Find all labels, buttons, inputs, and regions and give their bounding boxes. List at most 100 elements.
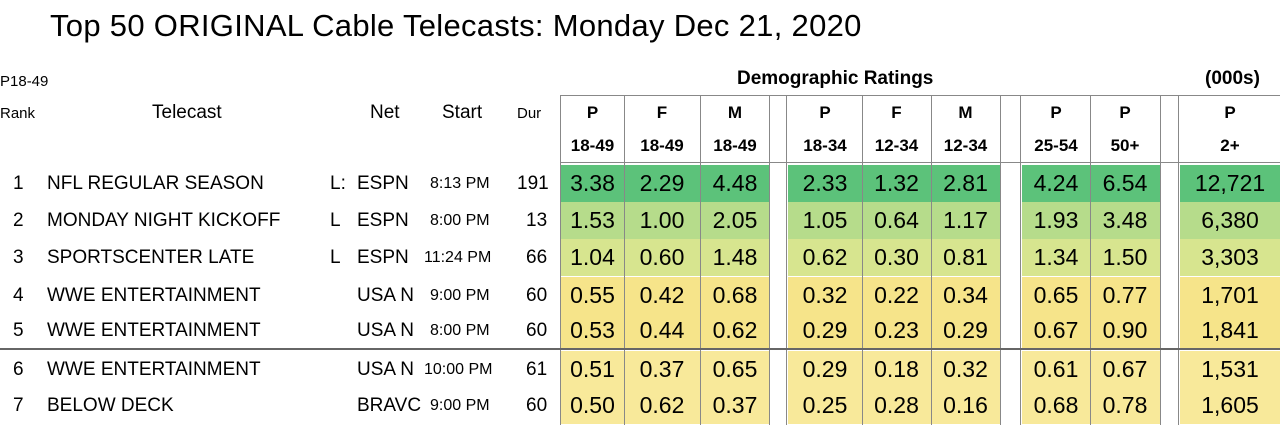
rating-cell: 0.65 bbox=[1022, 277, 1090, 314]
rating-cell: 0.37 bbox=[624, 351, 700, 388]
row-start: 9:00 PM bbox=[430, 287, 490, 304]
rating-cell: 0.64 bbox=[862, 202, 931, 239]
rating-cell: 0.44 bbox=[624, 312, 700, 349]
grid-divider bbox=[862, 95, 863, 425]
rating-cell: 1.32 bbox=[862, 165, 931, 202]
row-dur: 60 bbox=[526, 395, 548, 416]
column-header-top: P bbox=[1050, 103, 1062, 122]
column-header-bottom: 25-54 bbox=[1034, 136, 1078, 155]
rank-header: Rank bbox=[0, 105, 36, 122]
rating-cell: 0.37 bbox=[700, 387, 770, 424]
rating-cell: 3.38 bbox=[561, 165, 624, 202]
p1849-label: P18-49 bbox=[0, 73, 49, 90]
rating-cell: 0.78 bbox=[1090, 387, 1160, 424]
telecast-header: Telecast bbox=[152, 102, 222, 123]
rating-cell: 0.65 bbox=[700, 351, 770, 388]
demographic-header: Demographic Ratings bbox=[737, 68, 934, 89]
row-net: USA N bbox=[357, 359, 415, 380]
rating-cell: 0.34 bbox=[931, 277, 1000, 314]
rating-cell: 3.48 bbox=[1090, 202, 1160, 239]
row-live-flag: L bbox=[330, 210, 341, 231]
grid-divider bbox=[1090, 95, 1091, 425]
row-rank: 1 bbox=[13, 173, 24, 194]
row-net: ESPN bbox=[357, 247, 409, 268]
rating-cell: 0.29 bbox=[788, 351, 862, 388]
column-header-top: P bbox=[586, 103, 599, 122]
row-start: 11:24 PM bbox=[424, 249, 492, 266]
rating-cell: 2.33 bbox=[788, 165, 862, 202]
rating-cell: 0.16 bbox=[931, 387, 1000, 424]
rating-cell: 0.68 bbox=[700, 277, 770, 314]
rating-cell: 1.34 bbox=[1022, 239, 1090, 276]
rating-cell: 0.62 bbox=[788, 239, 862, 276]
rating-cell: 1.05 bbox=[788, 202, 862, 239]
row-rank: 5 bbox=[13, 320, 24, 341]
rating-cell: 1.50 bbox=[1090, 239, 1160, 276]
rating-cell: 0.67 bbox=[1022, 312, 1090, 349]
column-header-bottom: 2+ bbox=[1220, 136, 1240, 155]
row-net: USA N bbox=[357, 320, 415, 341]
row-rank: 6 bbox=[13, 359, 24, 380]
rating-cell: 1,605 bbox=[1180, 387, 1280, 424]
rating-cell: 0.62 bbox=[624, 387, 700, 424]
row-dur: 60 bbox=[526, 320, 548, 341]
rating-cell: 0.51 bbox=[561, 351, 624, 388]
rating-cell: 0.22 bbox=[862, 277, 931, 314]
rating-cell: 6,380 bbox=[1180, 202, 1280, 239]
row-rank: 3 bbox=[13, 247, 24, 268]
net-header: Net bbox=[370, 102, 400, 123]
column-header-bottom: 12-34 bbox=[943, 136, 988, 155]
grid-divider bbox=[1000, 95, 1001, 425]
row-dur: 66 bbox=[526, 247, 548, 268]
row-live-flag: L bbox=[330, 247, 341, 268]
rating-cell: 1.93 bbox=[1022, 202, 1090, 239]
rating-cell: 0.61 bbox=[1022, 351, 1090, 388]
column-header-top: F bbox=[891, 103, 902, 122]
rating-cell: 4.48 bbox=[700, 165, 770, 202]
row-start: 8:00 PM bbox=[430, 322, 490, 339]
column-header-bottom: 12-34 bbox=[874, 136, 919, 155]
rating-cell: 0.60 bbox=[624, 239, 700, 276]
rating-cell: 0.55 bbox=[561, 277, 624, 314]
rating-cell: 0.23 bbox=[862, 312, 931, 349]
row-dur: 13 bbox=[526, 210, 548, 231]
rating-cell: 1.53 bbox=[561, 202, 624, 239]
rating-cell: 2.05 bbox=[700, 202, 770, 239]
rating-cell: 0.29 bbox=[788, 312, 862, 349]
row-telecast: BELOW DECK bbox=[47, 395, 174, 416]
rating-cell: 0.32 bbox=[931, 351, 1000, 388]
rating-cell: 0.53 bbox=[561, 312, 624, 349]
rating-cell: 0.62 bbox=[700, 312, 770, 349]
rating-cell: 4.24 bbox=[1022, 165, 1090, 202]
column-header-top: M bbox=[958, 103, 973, 122]
grid-divider bbox=[700, 95, 701, 425]
rating-cell: 2.81 bbox=[931, 165, 1000, 202]
row-net: USA N bbox=[357, 285, 415, 306]
row-dur: 61 bbox=[526, 359, 548, 380]
rating-cell: 2.29 bbox=[624, 165, 700, 202]
rating-cell: 0.30 bbox=[862, 239, 931, 276]
row-telecast: NFL REGULAR SEASON bbox=[47, 173, 264, 194]
row-start: 9:00 PM bbox=[430, 397, 490, 414]
grid-divider bbox=[624, 95, 625, 425]
rating-cell: 0.67 bbox=[1090, 351, 1160, 388]
rating-cell: 0.90 bbox=[1090, 312, 1160, 349]
grid-divider bbox=[786, 95, 787, 425]
rating-cell: 0.29 bbox=[931, 312, 1000, 349]
rating-cell: 0.68 bbox=[1022, 387, 1090, 424]
grid-divider bbox=[931, 95, 932, 425]
row-telecast: WWE ENTERTAINMENT bbox=[47, 285, 261, 306]
rating-cell: 3,303 bbox=[1180, 239, 1280, 276]
row-dur: 191 bbox=[517, 173, 549, 194]
rating-cell: 1.48 bbox=[700, 239, 770, 276]
rating-cell: 1.17 bbox=[931, 202, 1000, 239]
row-start: 10:00 PM bbox=[424, 361, 493, 378]
rating-cell: 0.50 bbox=[561, 387, 624, 424]
rating-cell: 0.42 bbox=[624, 277, 700, 314]
column-header-top: P bbox=[819, 103, 831, 122]
row-net: BRAVC bbox=[357, 395, 422, 416]
rating-cell: 0.81 bbox=[931, 239, 1000, 276]
row-dur: 60 bbox=[526, 285, 548, 306]
grid-divider bbox=[1020, 95, 1021, 425]
rating-cell: 1,531 bbox=[1180, 351, 1280, 388]
